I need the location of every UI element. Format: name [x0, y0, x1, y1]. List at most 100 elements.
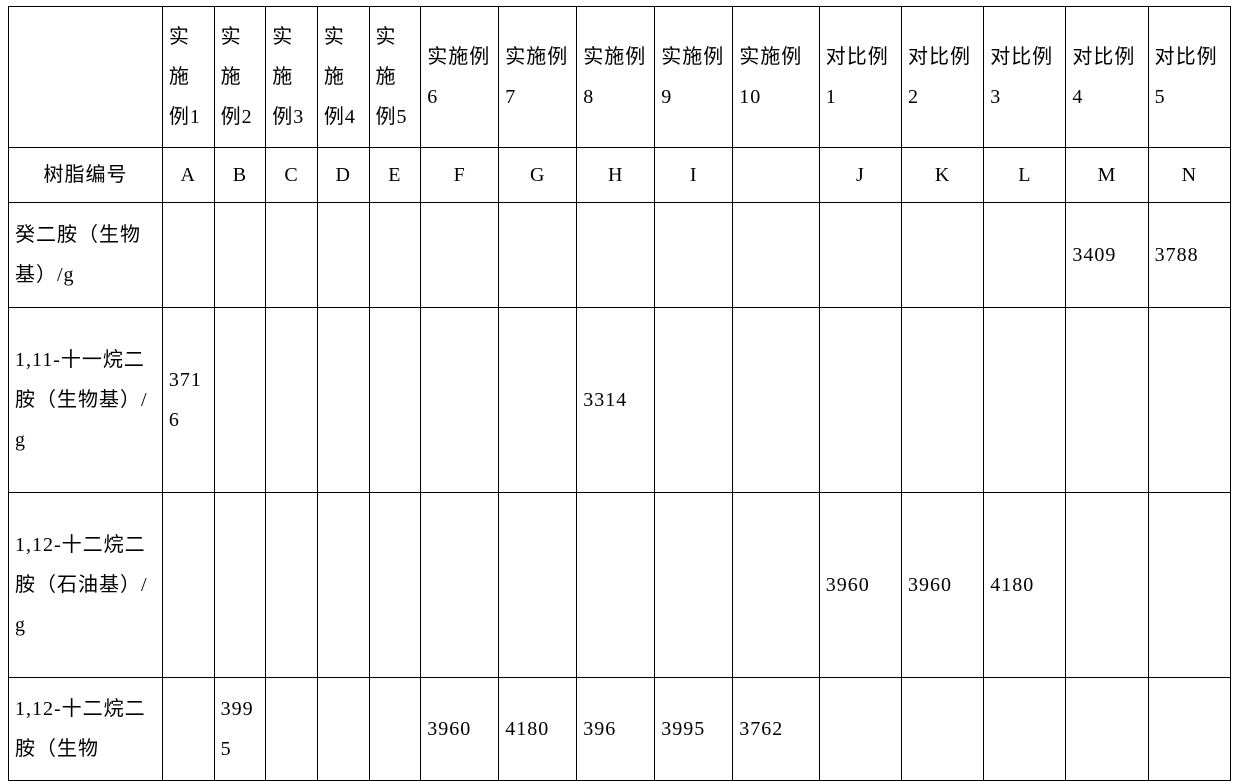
cell: [369, 493, 421, 678]
cell: [1066, 493, 1148, 678]
cell: [1066, 308, 1148, 493]
cell: [317, 308, 369, 493]
cell: [162, 203, 214, 308]
cell: [984, 678, 1066, 781]
header-blank: [9, 7, 163, 148]
cell: M: [1066, 148, 1148, 203]
cell: A: [162, 148, 214, 203]
cell: 396: [577, 678, 655, 781]
cell: H: [577, 148, 655, 203]
cell: [266, 493, 318, 678]
cell: [214, 493, 266, 678]
cell: [655, 308, 733, 493]
cell: 3960: [901, 493, 983, 678]
cell: E: [369, 148, 421, 203]
cell: [369, 308, 421, 493]
row-guidiamine-label: 癸二胺（生物基）/g: [9, 203, 163, 308]
row-c12-bio-label: 1,12-十二烷二胺（生物: [9, 678, 163, 781]
cell: 3716: [162, 308, 214, 493]
cell: [421, 308, 499, 493]
cell: L: [984, 148, 1066, 203]
cell: 3314: [577, 308, 655, 493]
header-col-9: 实施例9: [655, 7, 733, 148]
row-c11: 1,11-十一烷二胺（生物基）/g 3716 3314: [9, 308, 1231, 493]
table-header-row: 实施例1 实施例2 实施例3 实施例4 实施例5 实施例6 实施例7 实施例8 …: [9, 7, 1231, 148]
cell: F: [421, 148, 499, 203]
cell: D: [317, 148, 369, 203]
header-col-5: 实施例5: [369, 7, 421, 148]
cell: [819, 678, 901, 781]
cell: 3762: [733, 678, 819, 781]
row-c12-petro: 1,12-十二烷二胺（石油基）/g 3960 3960 4180: [9, 493, 1231, 678]
cell: [1066, 678, 1148, 781]
row-resin-label: 树脂编号: [9, 148, 163, 203]
row-c12-bio: 1,12-十二烷二胺（生物 3995 3960 4180 396 3995 37…: [9, 678, 1231, 781]
cell: [369, 203, 421, 308]
header-col-2: 实施例2: [214, 7, 266, 148]
cell: [162, 678, 214, 781]
cell: [499, 493, 577, 678]
header-col-7: 实施例7: [499, 7, 577, 148]
cell: [499, 203, 577, 308]
cell: [733, 203, 819, 308]
cell: [214, 308, 266, 493]
cell: [733, 308, 819, 493]
header-col-6: 实施例6: [421, 7, 499, 148]
cell: [214, 203, 266, 308]
cell: [655, 203, 733, 308]
cell: 3960: [421, 678, 499, 781]
cell: [577, 203, 655, 308]
cell: [266, 203, 318, 308]
row-guidiamine: 癸二胺（生物基）/g 3409 3788: [9, 203, 1231, 308]
cell: [1148, 493, 1230, 678]
cell: [733, 148, 819, 203]
header-col-3: 实施例3: [266, 7, 318, 148]
table-container: 实施例1 实施例2 实施例3 实施例4 实施例5 实施例6 实施例7 实施例8 …: [0, 0, 1240, 781]
cell: J: [819, 148, 901, 203]
cell: [266, 308, 318, 493]
cell: [819, 203, 901, 308]
cell: 4180: [499, 678, 577, 781]
header-col-11: 对比例1: [819, 7, 901, 148]
cell: C: [266, 148, 318, 203]
header-col-10: 实施例10: [733, 7, 819, 148]
cell: [901, 308, 983, 493]
cell: [317, 203, 369, 308]
cell: [266, 678, 318, 781]
header-col-1: 实施例1: [162, 7, 214, 148]
cell: [421, 493, 499, 678]
cell: [577, 493, 655, 678]
cell: G: [499, 148, 577, 203]
header-col-12: 对比例2: [901, 7, 983, 148]
header-col-14: 对比例4: [1066, 7, 1148, 148]
cell: 3995: [655, 678, 733, 781]
cell: 4180: [984, 493, 1066, 678]
cell: N: [1148, 148, 1230, 203]
cell: K: [901, 148, 983, 203]
row-c12-petro-label: 1,12-十二烷二胺（石油基）/g: [9, 493, 163, 678]
cell: [901, 203, 983, 308]
cell: [984, 308, 1066, 493]
cell: [1148, 308, 1230, 493]
header-col-4: 实施例4: [317, 7, 369, 148]
cell: [162, 493, 214, 678]
row-c11-label: 1,11-十一烷二胺（生物基）/g: [9, 308, 163, 493]
row-resin-code: 树脂编号 A B C D E F G H I J K L M N: [9, 148, 1231, 203]
cell: 3995: [214, 678, 266, 781]
cell: I: [655, 148, 733, 203]
header-col-8: 实施例8: [577, 7, 655, 148]
cell: [655, 493, 733, 678]
cell: [733, 493, 819, 678]
cell: B: [214, 148, 266, 203]
header-col-13: 对比例3: [984, 7, 1066, 148]
cell: [499, 308, 577, 493]
cell: [984, 203, 1066, 308]
cell: [369, 678, 421, 781]
cell: [421, 203, 499, 308]
cell: [901, 678, 983, 781]
cell: [317, 493, 369, 678]
cell: 3960: [819, 493, 901, 678]
cell: 3409: [1066, 203, 1148, 308]
header-col-15: 对比例5: [1148, 7, 1230, 148]
data-table: 实施例1 实施例2 实施例3 实施例4 实施例5 实施例6 实施例7 实施例8 …: [8, 6, 1231, 781]
